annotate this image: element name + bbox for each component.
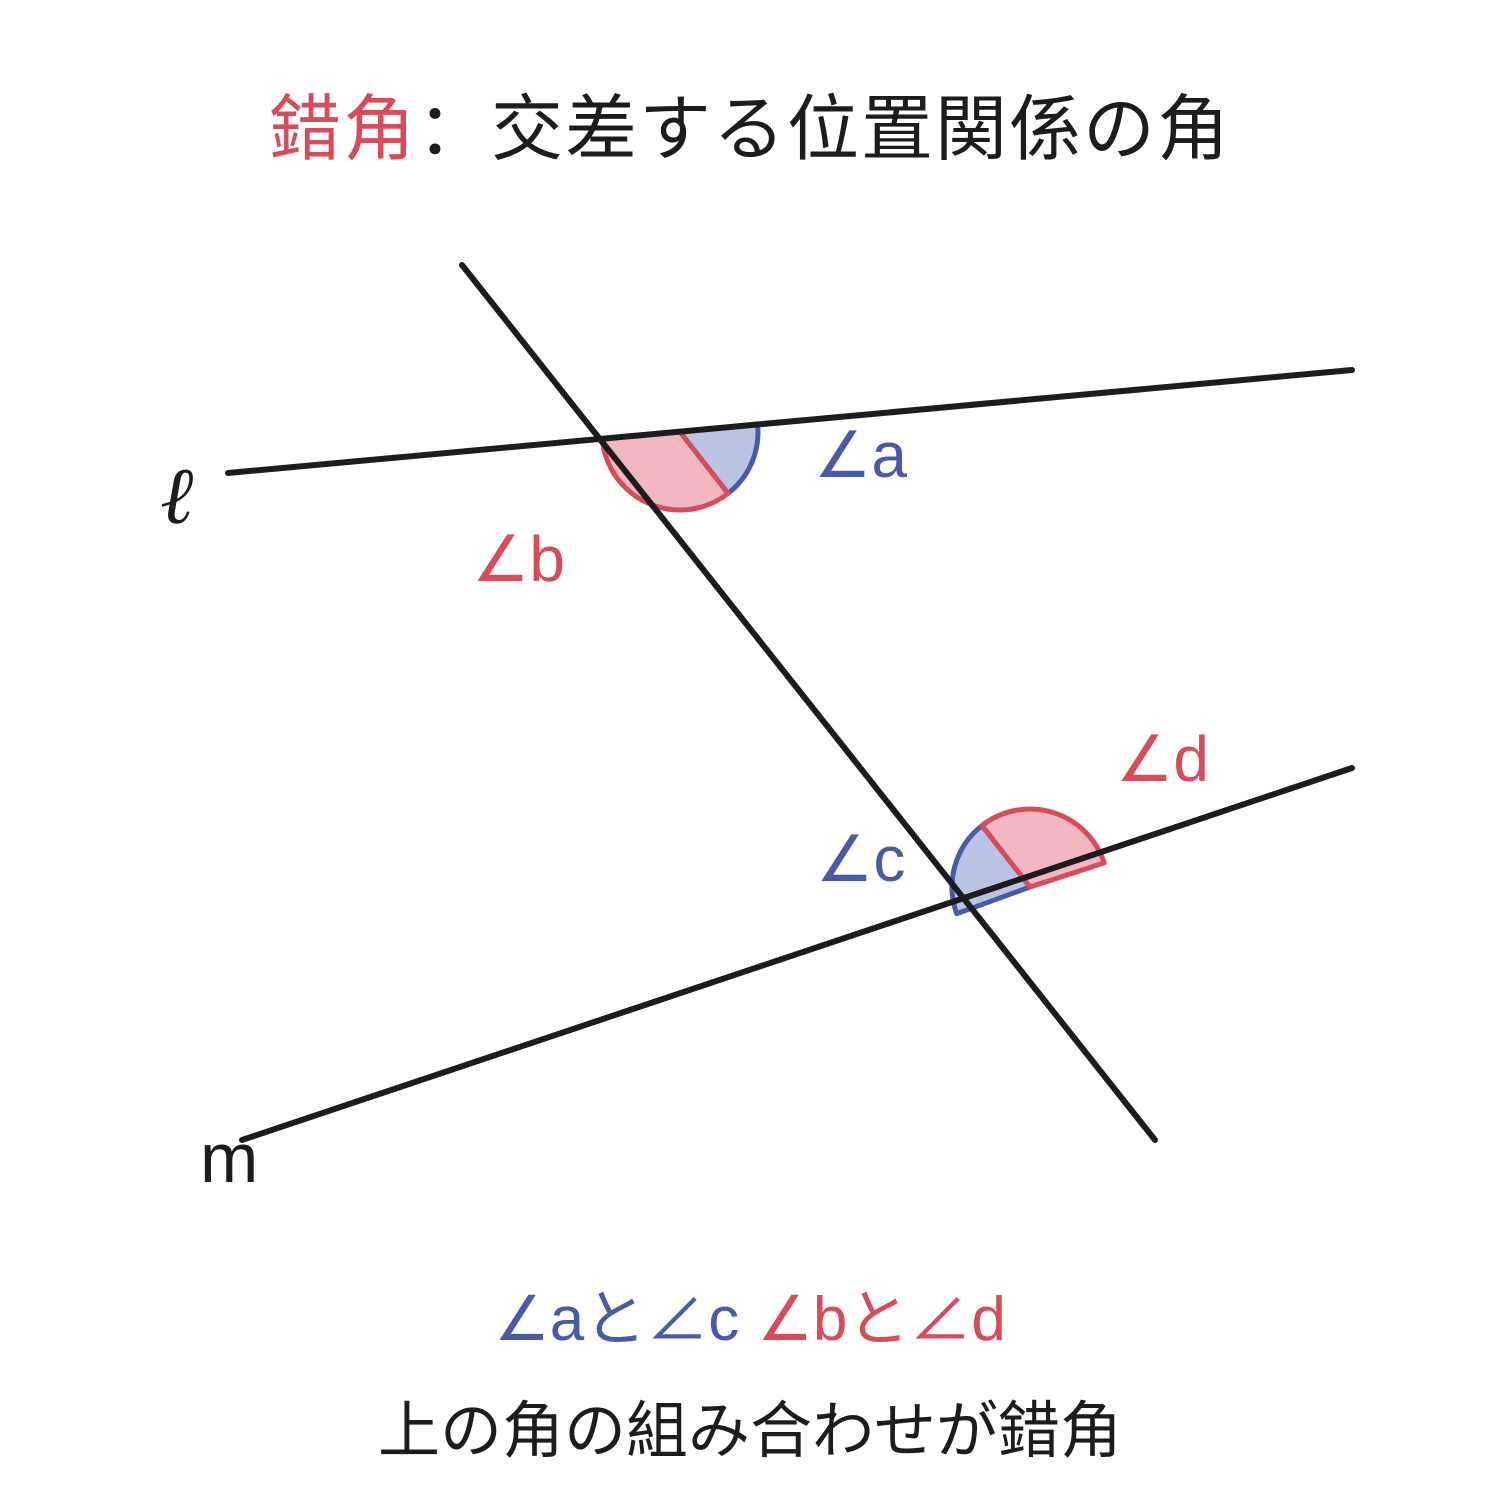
line-label-m: m [200, 1118, 258, 1198]
line-label-l: ℓ [160, 452, 193, 543]
angle-pairs: ∠aと∠c ∠bと∠d [0, 1268, 1500, 1358]
angle-label-d: ∠d [1116, 722, 1209, 797]
pair-bd: ∠bと∠d [757, 1285, 1006, 1354]
stage: 錯角：交差する位置関係の角 ℓ m ∠a ∠b ∠c ∠d ∠aと∠c∠bと∠d… [0, 0, 1500, 1495]
angle-label-b: ∠b [472, 522, 565, 597]
angle-label-c: ∠c [816, 822, 905, 897]
pair-ac: ∠aと∠c [494, 1285, 739, 1354]
caption: 上の角の組み合わせが錯角 [0, 1380, 1500, 1470]
angle-label-a: ∠a [814, 418, 907, 493]
